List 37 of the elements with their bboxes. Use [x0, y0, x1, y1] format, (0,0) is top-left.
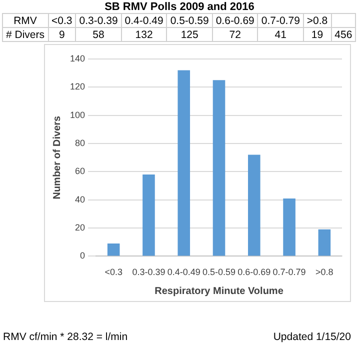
text: RMV cf/min * 28.32 = l/min: [3, 331, 128, 343]
category-label: >0.8: [306, 14, 328, 26]
x-tick-label: 0.6-0.69: [238, 267, 271, 278]
y-tick-label: 80: [75, 138, 86, 148]
text: 456: [331, 28, 356, 42]
category-label: 0.7-0.79: [261, 14, 300, 26]
text: 125: [166, 28, 212, 42]
y-axis-title: Number of Divers: [52, 115, 63, 200]
text: 9: [48, 28, 76, 42]
x-axis-title: Respiratory Minute Volume: [154, 286, 284, 297]
category-label: 0.6-0.69: [216, 14, 254, 26]
x-tick-label: 0.7-0.79: [272, 267, 306, 278]
text: # Divers: [2, 28, 48, 42]
text: Updated 1/15/20: [273, 331, 351, 343]
category-label: 0.3-0.39: [79, 14, 118, 26]
chart-title: SB RMV Polls 2009 and 2016: [104, 1, 256, 13]
x-tick-label: 0.3-0.39: [132, 267, 166, 278]
x-tick-label: 0.4-0.49: [167, 267, 200, 278]
y-tick-label: 20: [75, 222, 86, 233]
x-tick-label: 0.5-0.59: [202, 267, 236, 278]
text: RMV: [2, 14, 48, 28]
y-tick-label: 0: [80, 250, 86, 261]
category-label: 0.4-0.49: [124, 14, 164, 26]
text: 41: [258, 28, 304, 42]
y-tick-label: 60: [75, 166, 86, 176]
text: 72: [212, 28, 258, 42]
text: 132: [121, 28, 167, 42]
category-label: 0.5-0.59: [170, 14, 209, 26]
text: 58: [76, 28, 122, 42]
x-tick-label: <0.3: [104, 267, 122, 278]
y-tick-label: 40: [75, 194, 86, 204]
text: 19: [303, 28, 332, 42]
y-tick-label: 100: [70, 110, 86, 120]
y-tick-label: 120: [70, 82, 86, 92]
category-label: <0.3: [52, 14, 72, 26]
y-tick-label: 140: [70, 53, 86, 64]
x-tick-label: >0.8: [316, 267, 334, 278]
